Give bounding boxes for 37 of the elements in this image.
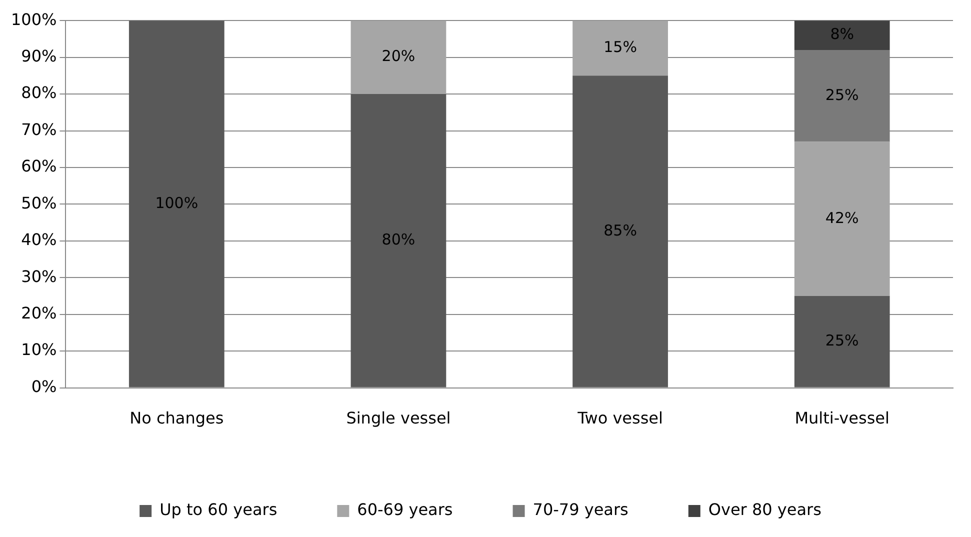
data-label: 42% bbox=[825, 208, 859, 227]
legend-label: Up to 60 years bbox=[160, 500, 278, 520]
y-tick-label: 10% bbox=[21, 340, 57, 360]
bar bbox=[572, 20, 668, 76]
x-tick-label: Multi-vessel bbox=[794, 408, 890, 428]
data-label: 25% bbox=[825, 86, 859, 104]
bar bbox=[128, 20, 224, 388]
bar bbox=[350, 94, 446, 388]
bar bbox=[794, 142, 890, 296]
y-tick-label: 40% bbox=[21, 230, 57, 250]
bar bbox=[794, 20, 890, 50]
y-tick-label: 70% bbox=[21, 120, 57, 139]
bar bbox=[794, 50, 890, 142]
data-label: 8% bbox=[830, 25, 854, 44]
bar bbox=[572, 76, 668, 388]
x-tick-label: No changes bbox=[130, 408, 224, 428]
x-tick-label: Single vessel bbox=[346, 408, 451, 428]
data-label: 15% bbox=[604, 38, 637, 56]
legend-label: 60-69 years bbox=[357, 500, 453, 520]
y-tick-label: 100% bbox=[10, 10, 57, 29]
bar bbox=[794, 296, 890, 388]
data-label: 100% bbox=[155, 194, 198, 212]
bar bbox=[350, 20, 446, 94]
data-label: 25% bbox=[825, 332, 859, 350]
y-tick-label: 50% bbox=[21, 193, 57, 212]
x-tick-label: Two vessel bbox=[576, 408, 663, 428]
y-tick-label: 80% bbox=[21, 83, 57, 102]
data-label: 80% bbox=[382, 230, 416, 249]
y-tick-label: 0% bbox=[31, 376, 57, 396]
y-tick-label: 90% bbox=[21, 46, 57, 66]
y-tick-label: 60% bbox=[21, 156, 57, 176]
y-tick-label: 30% bbox=[21, 266, 57, 286]
legend-label: 70-79 years bbox=[532, 500, 628, 520]
legend-label: Over 80 years bbox=[708, 500, 822, 520]
y-tick-label: 20% bbox=[21, 304, 57, 323]
data-label: 20% bbox=[382, 47, 416, 66]
data-label: 85% bbox=[604, 221, 637, 240]
